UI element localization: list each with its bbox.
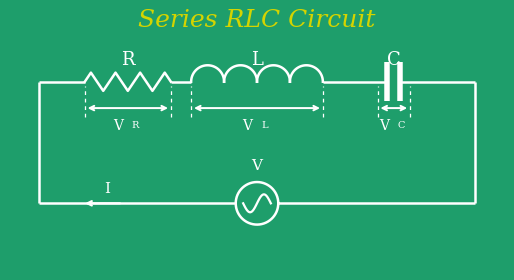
Text: Series RLC Circuit: Series RLC Circuit — [138, 10, 376, 32]
Text: R: R — [121, 52, 135, 69]
Text: L: L — [251, 52, 263, 69]
Text: V: V — [251, 159, 263, 173]
Text: C: C — [398, 121, 405, 130]
Text: C: C — [387, 52, 400, 69]
Text: L: L — [261, 121, 268, 130]
Text: V: V — [242, 119, 252, 133]
Text: V: V — [379, 119, 389, 133]
Text: V: V — [113, 119, 123, 133]
Text: I: I — [104, 182, 111, 196]
Text: R: R — [132, 121, 139, 130]
